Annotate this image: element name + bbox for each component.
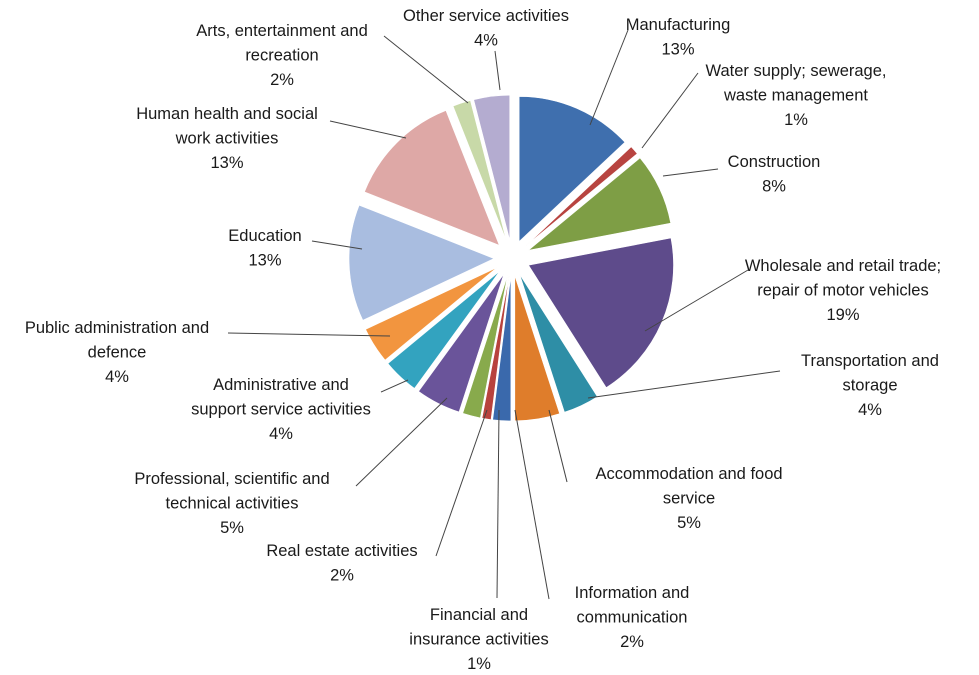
slice-labels: Manufacturing 13% Water supply; sewerage, w… <box>25 7 941 673</box>
pie-slice <box>364 110 500 246</box>
pie-slice <box>518 96 626 243</box>
pie-slice <box>528 237 674 388</box>
pie-slice <box>348 204 495 321</box>
slice-name: storage <box>842 377 897 395</box>
leader-line <box>496 409 500 599</box>
pie-slice <box>492 275 512 422</box>
pie-slice <box>365 267 497 361</box>
slice-label: Real estate activities 2% <box>266 542 417 585</box>
leader-line <box>355 397 448 487</box>
slice-name: Accommodation and food <box>595 465 782 483</box>
leader-line <box>329 120 407 139</box>
slice-name: Education <box>228 227 301 245</box>
slice-label: Financial and insurance activities 1% <box>409 606 548 673</box>
slice-percent: 2% <box>620 633 644 651</box>
slice-name: work activities <box>175 130 279 148</box>
slice-label: Education 13% <box>228 227 301 270</box>
slice-percent: 4% <box>269 425 293 443</box>
pie-slice <box>418 273 505 413</box>
pie-slice <box>528 157 672 251</box>
pie-slice <box>473 94 511 241</box>
slice-name: technical activities <box>166 495 299 513</box>
slice-label: Construction 8% <box>728 153 821 196</box>
slice-label: Public administration and defence 4% <box>25 319 209 386</box>
slice-name: Arts, entertainment and <box>196 22 368 40</box>
slice-label: Wholesale and retail trade; repair of mot… <box>745 257 941 324</box>
slice-percent: 8% <box>762 178 786 196</box>
slice-name: Public administration and <box>25 319 209 337</box>
leader-line <box>644 269 749 332</box>
pie-slice <box>514 275 560 422</box>
slice-label: Transportation and storage 4% <box>801 352 939 419</box>
pie-slice <box>525 146 638 247</box>
slice-label: Information and communication 2% <box>575 584 690 651</box>
slice-percent: 4% <box>474 32 498 50</box>
slice-name: defence <box>88 344 147 362</box>
slice-percent: 4% <box>105 368 129 386</box>
leader-line <box>514 409 550 600</box>
slice-name: insurance activities <box>409 631 548 649</box>
slice-name: Financial and <box>430 606 528 624</box>
slice-percent: 19% <box>826 306 859 324</box>
leader-line <box>548 409 568 483</box>
slice-label: Professional, scientific and technical ac… <box>134 470 329 537</box>
leader-lines <box>227 29 781 600</box>
slice-name: service <box>663 490 715 508</box>
slice-name: Administrative and <box>213 376 349 394</box>
slice-name: Transportation and <box>801 352 939 370</box>
pie-slice <box>387 270 500 389</box>
slice-name: communication <box>577 609 688 627</box>
slice-name: Construction <box>728 153 821 171</box>
slice-percent: 5% <box>220 519 244 537</box>
slice-percent: 2% <box>330 567 354 585</box>
slice-percent: 4% <box>858 401 882 419</box>
slice-percent: 1% <box>467 655 491 673</box>
slice-percent: 1% <box>784 111 808 129</box>
leader-line <box>311 240 363 250</box>
leader-line <box>641 72 699 149</box>
leader-line <box>587 370 781 399</box>
pie-slice <box>462 275 508 419</box>
slice-name: repair of motor vehicles <box>757 282 929 300</box>
slice-name: Professional, scientific and <box>134 470 329 488</box>
slice-name: Real estate activities <box>266 542 417 560</box>
slice-name: Water supply; sewerage, <box>706 62 887 80</box>
slice-name: Other service activities <box>403 7 569 25</box>
leader-line <box>662 168 719 177</box>
slice-label: Manufacturing 13% <box>626 16 731 59</box>
leader-line <box>589 29 629 126</box>
slice-percent: 13% <box>248 252 281 270</box>
slice-label: Water supply; sewerage, waste management 1… <box>706 62 887 129</box>
leader-line <box>494 50 501 91</box>
leader-line <box>380 379 409 393</box>
slice-name: Wholesale and retail trade; <box>745 257 941 275</box>
pie-slices <box>348 94 674 422</box>
slice-name: Information and <box>575 584 690 602</box>
slice-label: Administrative and support service activi… <box>191 376 371 443</box>
slice-name: recreation <box>245 47 318 65</box>
slice-label: Other service activities 4% <box>403 7 569 50</box>
pie-slice <box>481 275 510 420</box>
slice-percent: 13% <box>210 154 243 172</box>
slice-label: Accommodation and food service 5% <box>595 465 782 532</box>
slice-name: Manufacturing <box>626 16 731 34</box>
pie-slice <box>452 100 507 241</box>
slice-name: waste management <box>723 87 868 105</box>
leader-line <box>435 409 488 557</box>
slice-label: Human health and social work activities 13… <box>136 105 318 172</box>
slice-percent: 13% <box>661 41 694 59</box>
leader-line <box>227 332 391 337</box>
slice-name: support service activities <box>191 401 371 419</box>
slice-percent: 2% <box>270 71 294 89</box>
slice-name: Human health and social <box>136 105 318 123</box>
slice-percent: 5% <box>677 514 701 532</box>
leader-line <box>383 35 469 104</box>
slice-label: Arts, entertainment and recreation 2% <box>196 22 368 89</box>
